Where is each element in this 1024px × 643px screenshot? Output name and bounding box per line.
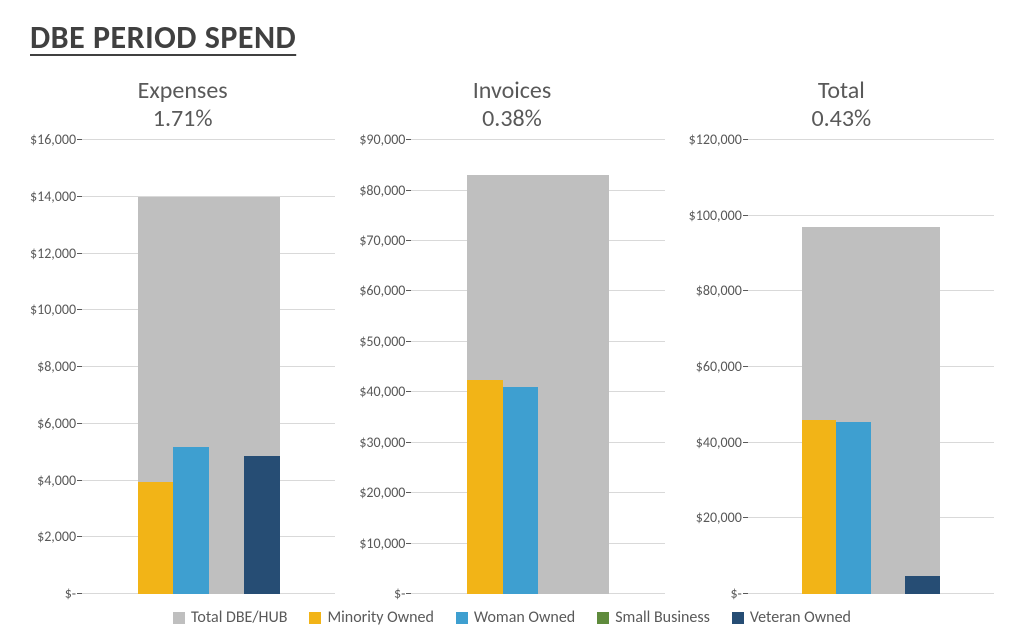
bars: [748, 140, 994, 594]
legend-swatch: [456, 612, 468, 624]
legend-swatch: [309, 612, 321, 624]
page-title: DBE PERIOD SPEND: [30, 18, 994, 57]
chart-total: Total0.43% $-$20,000$40,000$60,000$80,000…: [689, 77, 994, 594]
bar-woman: [173, 447, 208, 594]
legend-label: Veteran Owned: [750, 608, 851, 627]
legend-label: Minority Owned: [327, 608, 433, 627]
bars: [411, 140, 664, 594]
plot-frame: $-$2,000$4,000$6,000$8,000$10,000$12,000…: [30, 140, 335, 594]
bar-woman: [836, 422, 870, 594]
chart-expenses: Expenses1.71% $-$2,000$4,000$6,000$8,000$…: [30, 77, 335, 594]
legend-item-minority: Minority Owned: [309, 608, 433, 627]
chart-invoices: Invoices0.38% $-$10,000$20,000$30,000$40,…: [359, 77, 664, 594]
charts-row: Expenses1.71% $-$2,000$4,000$6,000$8,000$…: [30, 77, 994, 594]
chart-subtitle: 1.71%: [30, 105, 335, 133]
bar-veteran: [244, 456, 279, 594]
legend-swatch: [732, 612, 744, 624]
plot-area: [748, 140, 994, 594]
legend-label: Woman Owned: [474, 608, 575, 627]
bar-minority: [138, 482, 173, 594]
plot-area: [82, 140, 335, 594]
bars: [82, 140, 335, 594]
plot-area: [411, 140, 664, 594]
legend-label: Small Business: [615, 608, 710, 627]
chart-title: Expenses: [30, 77, 335, 105]
bar-minority: [802, 420, 836, 594]
legend-item-total: Total DBE/HUB: [173, 608, 287, 627]
legend-label: Total DBE/HUB: [191, 608, 287, 627]
chart-title: Total: [689, 77, 994, 105]
legend-swatch: [597, 612, 609, 624]
plot-frame: $-$20,000$40,000$60,000$80,000$100,000$1…: [689, 140, 994, 594]
y-axis: $-$2,000$4,000$6,000$8,000$10,000$12,000…: [30, 140, 82, 594]
chart-title: Invoices: [359, 77, 664, 105]
chart-subtitle: 0.43%: [689, 105, 994, 133]
legend-item-small: Small Business: [597, 608, 710, 627]
legend-item-woman: Woman Owned: [456, 608, 575, 627]
y-axis: $-$10,000$20,000$30,000$40,000$50,000$60…: [359, 140, 411, 594]
y-axis: $-$20,000$40,000$60,000$80,000$100,000$1…: [689, 140, 748, 594]
plot-frame: $-$10,000$20,000$30,000$40,000$50,000$60…: [359, 140, 664, 594]
chart-subtitle: 0.38%: [359, 105, 664, 133]
legend: Total DBE/HUB Minority Owned Woman Owned Sm…: [30, 594, 994, 633]
legend-swatch: [173, 612, 185, 624]
legend-item-veteran: Veteran Owned: [732, 608, 851, 627]
bar-woman: [503, 387, 538, 594]
bar-veteran: [905, 576, 939, 594]
bar-minority: [467, 380, 502, 594]
